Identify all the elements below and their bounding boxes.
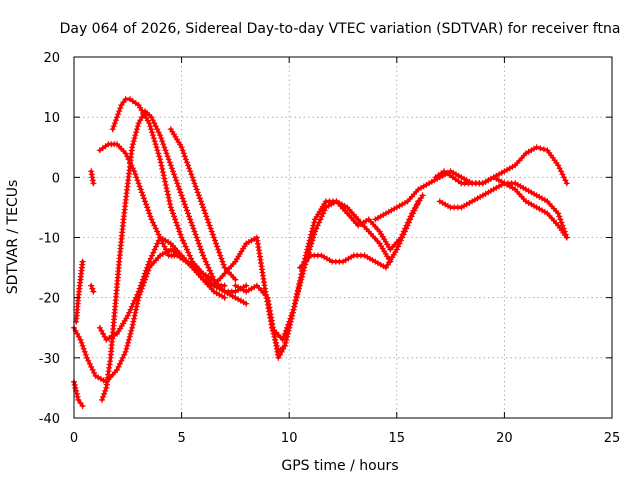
x-tick-label: 5 — [177, 431, 185, 446]
x-tick-label: 10 — [281, 431, 298, 446]
series-fragment-2 — [73, 258, 86, 325]
series-markers — [73, 258, 86, 325]
chart-title: Day 064 of 2026, Sidereal Day-to-day VTE… — [60, 21, 621, 37]
series-markers — [458, 174, 570, 241]
series-markers — [297, 198, 422, 271]
series-satellite-j — [297, 198, 422, 271]
y-axis-label: SDTVAR / TECUs — [5, 180, 21, 295]
x-tick-label: 20 — [496, 431, 513, 446]
x-axis-label: GPS time / hours — [281, 458, 398, 474]
series-satellite-c — [99, 108, 250, 403]
tick-layer: 0 5 10 15 20 25 -40 -30 -20 -10 0 10 20 — [39, 51, 621, 446]
series-satellite-n — [458, 174, 570, 241]
data-layer — [71, 96, 570, 409]
series-fragment-1 — [71, 378, 86, 409]
y-tick-label: 10 — [43, 111, 60, 126]
series-markers — [99, 108, 250, 403]
series-markers — [96, 141, 217, 283]
x-tick-label: 15 — [389, 431, 406, 446]
y-tick-label: 20 — [43, 51, 60, 66]
series-satellite-e — [96, 141, 217, 283]
y-tick-label: 0 — [52, 171, 60, 186]
x-tick-label: 0 — [70, 431, 78, 446]
x-tick-label: 25 — [604, 431, 621, 446]
series-markers — [167, 126, 239, 283]
y-tick-label: -20 — [39, 292, 60, 307]
series-fragment-3 — [88, 168, 97, 187]
y-tick-label: -40 — [39, 412, 60, 427]
y-tick-label: -30 — [39, 352, 60, 367]
series-markers — [88, 168, 97, 187]
y-tick-label: -10 — [39, 232, 60, 247]
series-fragment-4 — [88, 282, 97, 295]
series-satellite-f — [167, 126, 239, 283]
series-markers — [88, 282, 97, 295]
